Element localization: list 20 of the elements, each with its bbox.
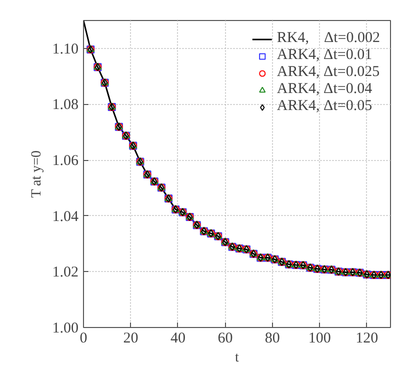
legend-label: ARK4, Δt=0.05 [276, 98, 372, 115]
x-tick-label: 40 [170, 330, 186, 346]
y-tick-label: 1.00 [52, 320, 78, 336]
y-tick-label: 1.02 [52, 264, 78, 281]
y-tick-label: 1.10 [52, 41, 78, 58]
y-tick-label: 1.08 [52, 97, 78, 114]
legend-label: ARK4, Δt=0.025 [276, 64, 380, 81]
x-tick-label: 20 [123, 330, 138, 346]
x-tick-label: 60 [218, 330, 233, 346]
x-tick-label: 80 [264, 330, 280, 346]
x-tick-label: 0 [80, 330, 88, 346]
legend-label: ARK4, Δt=0.04 [276, 81, 372, 98]
x-tick-label: 120 [356, 330, 378, 346]
y-tick-label: 1.06 [52, 153, 79, 170]
legend-label: RK4, Δt=0.002 [276, 30, 380, 47]
x-axis-title: t [235, 350, 240, 366]
x-tick-label: 100 [308, 330, 331, 346]
y-axis-title: T at y=0 [29, 150, 44, 198]
legend-label: ARK4, Δt=0.01 [276, 47, 372, 64]
y-tick-label: 1.04 [52, 208, 79, 225]
